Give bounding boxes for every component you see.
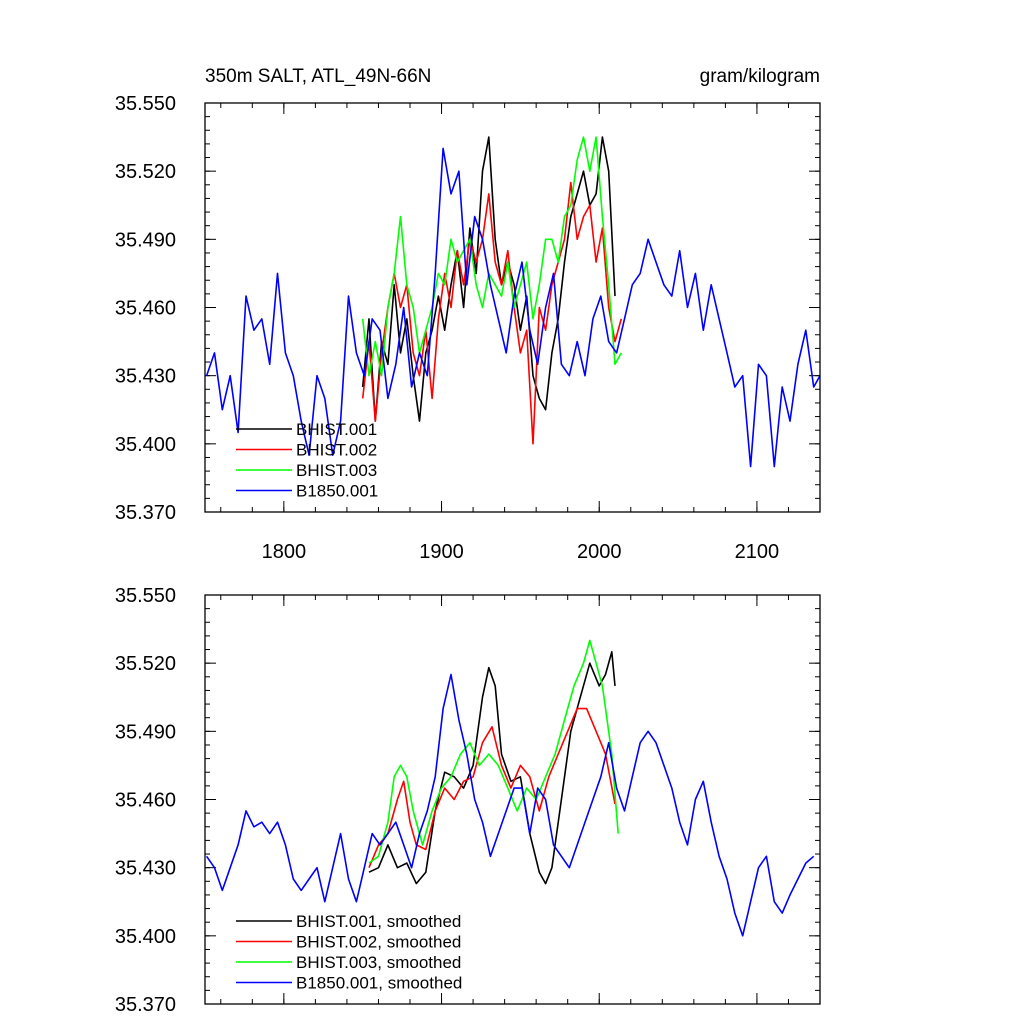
y-tick-label: 35.550 [115, 93, 176, 115]
y-tick-label: 35.490 [115, 721, 176, 743]
y-tick-label: 35.520 [115, 161, 176, 183]
series-line-3 [205, 673, 815, 937]
series-line-2 [361, 136, 623, 377]
x-tick-label: 2000 [577, 541, 622, 563]
y-tick-label: 35.430 [115, 858, 176, 880]
legend-label: BHIST.002 [296, 441, 377, 460]
y-tick-label: 35.460 [115, 790, 176, 812]
series-line-1 [361, 181, 623, 445]
x-tick-label: 1900 [419, 541, 464, 563]
plot-frame [204, 102, 821, 513]
legend-label: BHIST.002, smoothed [296, 933, 461, 952]
chart-title: 350m SALT, ATL_49N-66N [205, 66, 431, 87]
series-line-0 [368, 650, 616, 885]
plot-frame [204, 594, 821, 1005]
series-line-2 [368, 639, 619, 864]
series-line-0 [361, 136, 616, 422]
y-tick-label: 35.400 [115, 434, 176, 456]
y-tick-label: 35.520 [115, 653, 176, 675]
y-tick-label: 35.370 [115, 502, 176, 524]
legend-label: BHIST.001, smoothed [296, 912, 461, 931]
y-tick-label: 35.460 [115, 298, 176, 320]
legend-label: BHIST.001 [296, 420, 377, 439]
smoothed-panel: 35.370 35.400 35.430 35.460 35.490 35.520 35.5… [115, 585, 821, 1016]
y-tick-label: 35.400 [115, 926, 176, 948]
legend-label: B1850.001 [296, 482, 378, 501]
units-label: gram/kilogram [700, 66, 820, 87]
x-tick-label: 1800 [262, 541, 307, 563]
y-tick-label: 35.430 [115, 366, 176, 388]
legend-label: B1850.001, smoothed [296, 974, 462, 993]
legend-label: BHIST.003, smoothed [296, 953, 461, 972]
raw-panel: 35.370 35.400 35.430 35.460 35.490 35.520 35.5… [115, 93, 821, 563]
x-tick-label: 2100 [735, 541, 780, 563]
series-line-3 [205, 147, 821, 468]
y-tick-label: 35.370 [115, 994, 176, 1016]
y-tick-label: 35.550 [115, 585, 176, 607]
y-tick-label: 35.490 [115, 229, 176, 251]
series-line-1 [368, 707, 616, 869]
legend-label: BHIST.003 [296, 461, 377, 480]
